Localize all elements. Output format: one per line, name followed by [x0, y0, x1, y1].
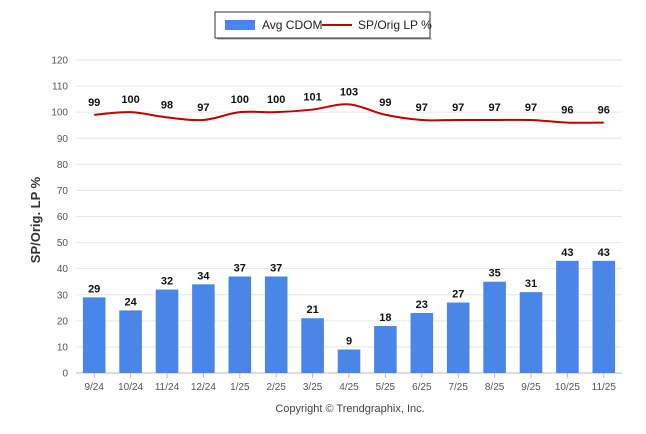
- line-value-label: 98: [161, 99, 173, 111]
- legend-swatch-bar: [225, 20, 255, 30]
- x-tick-label: 10/24: [118, 382, 143, 393]
- y-tick-label: 40: [57, 264, 69, 275]
- bar-value-label: 37: [234, 262, 246, 274]
- y-tick-label: 30: [57, 290, 69, 301]
- bar: [228, 276, 252, 373]
- line-value-label: 100: [267, 94, 285, 106]
- line-series: [94, 103, 604, 124]
- legend-label-bar: Avg CDOM: [262, 18, 322, 32]
- line-value-label: 99: [88, 97, 100, 109]
- y-tick-label: 0: [62, 369, 68, 380]
- bar-value-label: 18: [379, 312, 391, 324]
- bar-value-label: 24: [124, 296, 137, 308]
- y-tick-label: 10: [57, 342, 69, 353]
- bar: [483, 281, 506, 373]
- y-axis-title: SP/Orig. LP %: [28, 176, 43, 263]
- line-value-label: 100: [121, 94, 139, 106]
- bar-value-label: 29: [88, 283, 100, 295]
- line-value-label: 97: [488, 102, 500, 114]
- bar: [82, 297, 106, 373]
- line-value-label: 97: [416, 102, 428, 114]
- bar: [192, 284, 215, 373]
- bar: [155, 289, 179, 373]
- legend-label-line: SP/Orig LP %: [358, 18, 432, 32]
- bar: [410, 313, 434, 373]
- x-tick-label: 11/25: [592, 382, 617, 393]
- bar-value-label: 43: [598, 247, 610, 259]
- y-tick-label: 20: [57, 316, 69, 327]
- line-value-label: 97: [452, 102, 464, 114]
- y-tick-label: 50: [57, 238, 69, 249]
- bar-value-label: 23: [416, 299, 428, 311]
- bar-value-label: 21: [306, 304, 318, 316]
- x-tick-label: 9/24: [84, 382, 104, 393]
- bar: [337, 349, 361, 373]
- line-data-labels: 99 100 98 97 100 100 101 103 99 97 97 97 97 96 96: [88, 86, 610, 116]
- x-axis-ticks: 9/24 10/24 11/24 12/24 1/25 2/25 3/25 4/25 5/25 6…: [84, 373, 616, 393]
- y-tick-label: 120: [51, 56, 68, 67]
- bar-value-label: 35: [488, 268, 500, 280]
- bar: [119, 310, 142, 373]
- x-tick-label: 7/25: [448, 382, 468, 393]
- x-tick-label: 12/24: [191, 382, 216, 393]
- bar-value-label: 43: [561, 247, 573, 259]
- bar-value-label: 9: [346, 336, 352, 348]
- x-tick-label: 10/25: [555, 382, 580, 393]
- bar: [446, 302, 470, 373]
- y-tick-label: 90: [57, 134, 69, 145]
- line-value-label: 97: [525, 102, 537, 114]
- line-value-label: 99: [379, 97, 391, 109]
- bar-value-label: 31: [525, 278, 537, 290]
- x-tick-label: 1/25: [230, 382, 250, 393]
- line-value-label: 103: [340, 86, 358, 98]
- y-tick-label: 110: [52, 82, 68, 93]
- x-tick-label: 3/25: [303, 382, 323, 393]
- bar-value-label: 37: [270, 262, 282, 274]
- x-tick-label: 4/25: [339, 382, 359, 393]
- x-tick-label: 9/25: [521, 382, 541, 393]
- bar-value-label: 34: [197, 270, 210, 282]
- bar: [592, 260, 616, 373]
- line-value-label: 100: [231, 94, 249, 106]
- line-value-label: 96: [561, 105, 573, 117]
- line-value-label: 96: [598, 105, 610, 117]
- bar-data-labels: 29 24 32 34 37 37 21 9 18 23 27 35 31 43 43: [88, 247, 610, 348]
- line-value-label: 97: [197, 102, 209, 114]
- bar-value-label: 27: [452, 289, 464, 301]
- y-tick-label: 100: [51, 108, 68, 119]
- y-axis-ticks: 0 10 20 30 40 50 60 70 80 90 100 110 120: [51, 56, 68, 380]
- bar-series: [82, 260, 616, 373]
- bar: [264, 276, 288, 373]
- bar: [556, 260, 579, 373]
- y-tick-label: 70: [57, 186, 69, 197]
- legend: Avg CDOM SP/Orig LP %: [214, 11, 432, 40]
- x-tick-label: 8/25: [485, 382, 505, 393]
- line-value-label: 101: [303, 92, 321, 104]
- x-tick-label: 2/25: [266, 382, 286, 393]
- x-tick-label: 11/24: [155, 382, 180, 393]
- line-path: [94, 103, 604, 124]
- bar: [374, 326, 397, 373]
- bar: [519, 292, 543, 373]
- x-tick-label: 5/25: [376, 382, 396, 393]
- bar-value-label: 32: [161, 276, 173, 288]
- bar: [301, 318, 324, 373]
- copyright-text: Copyright © Trendgraphix, Inc.: [275, 403, 424, 415]
- y-tick-label: 60: [57, 212, 69, 223]
- x-tick-label: 6/25: [412, 382, 432, 393]
- y-tick-label: 80: [57, 160, 69, 171]
